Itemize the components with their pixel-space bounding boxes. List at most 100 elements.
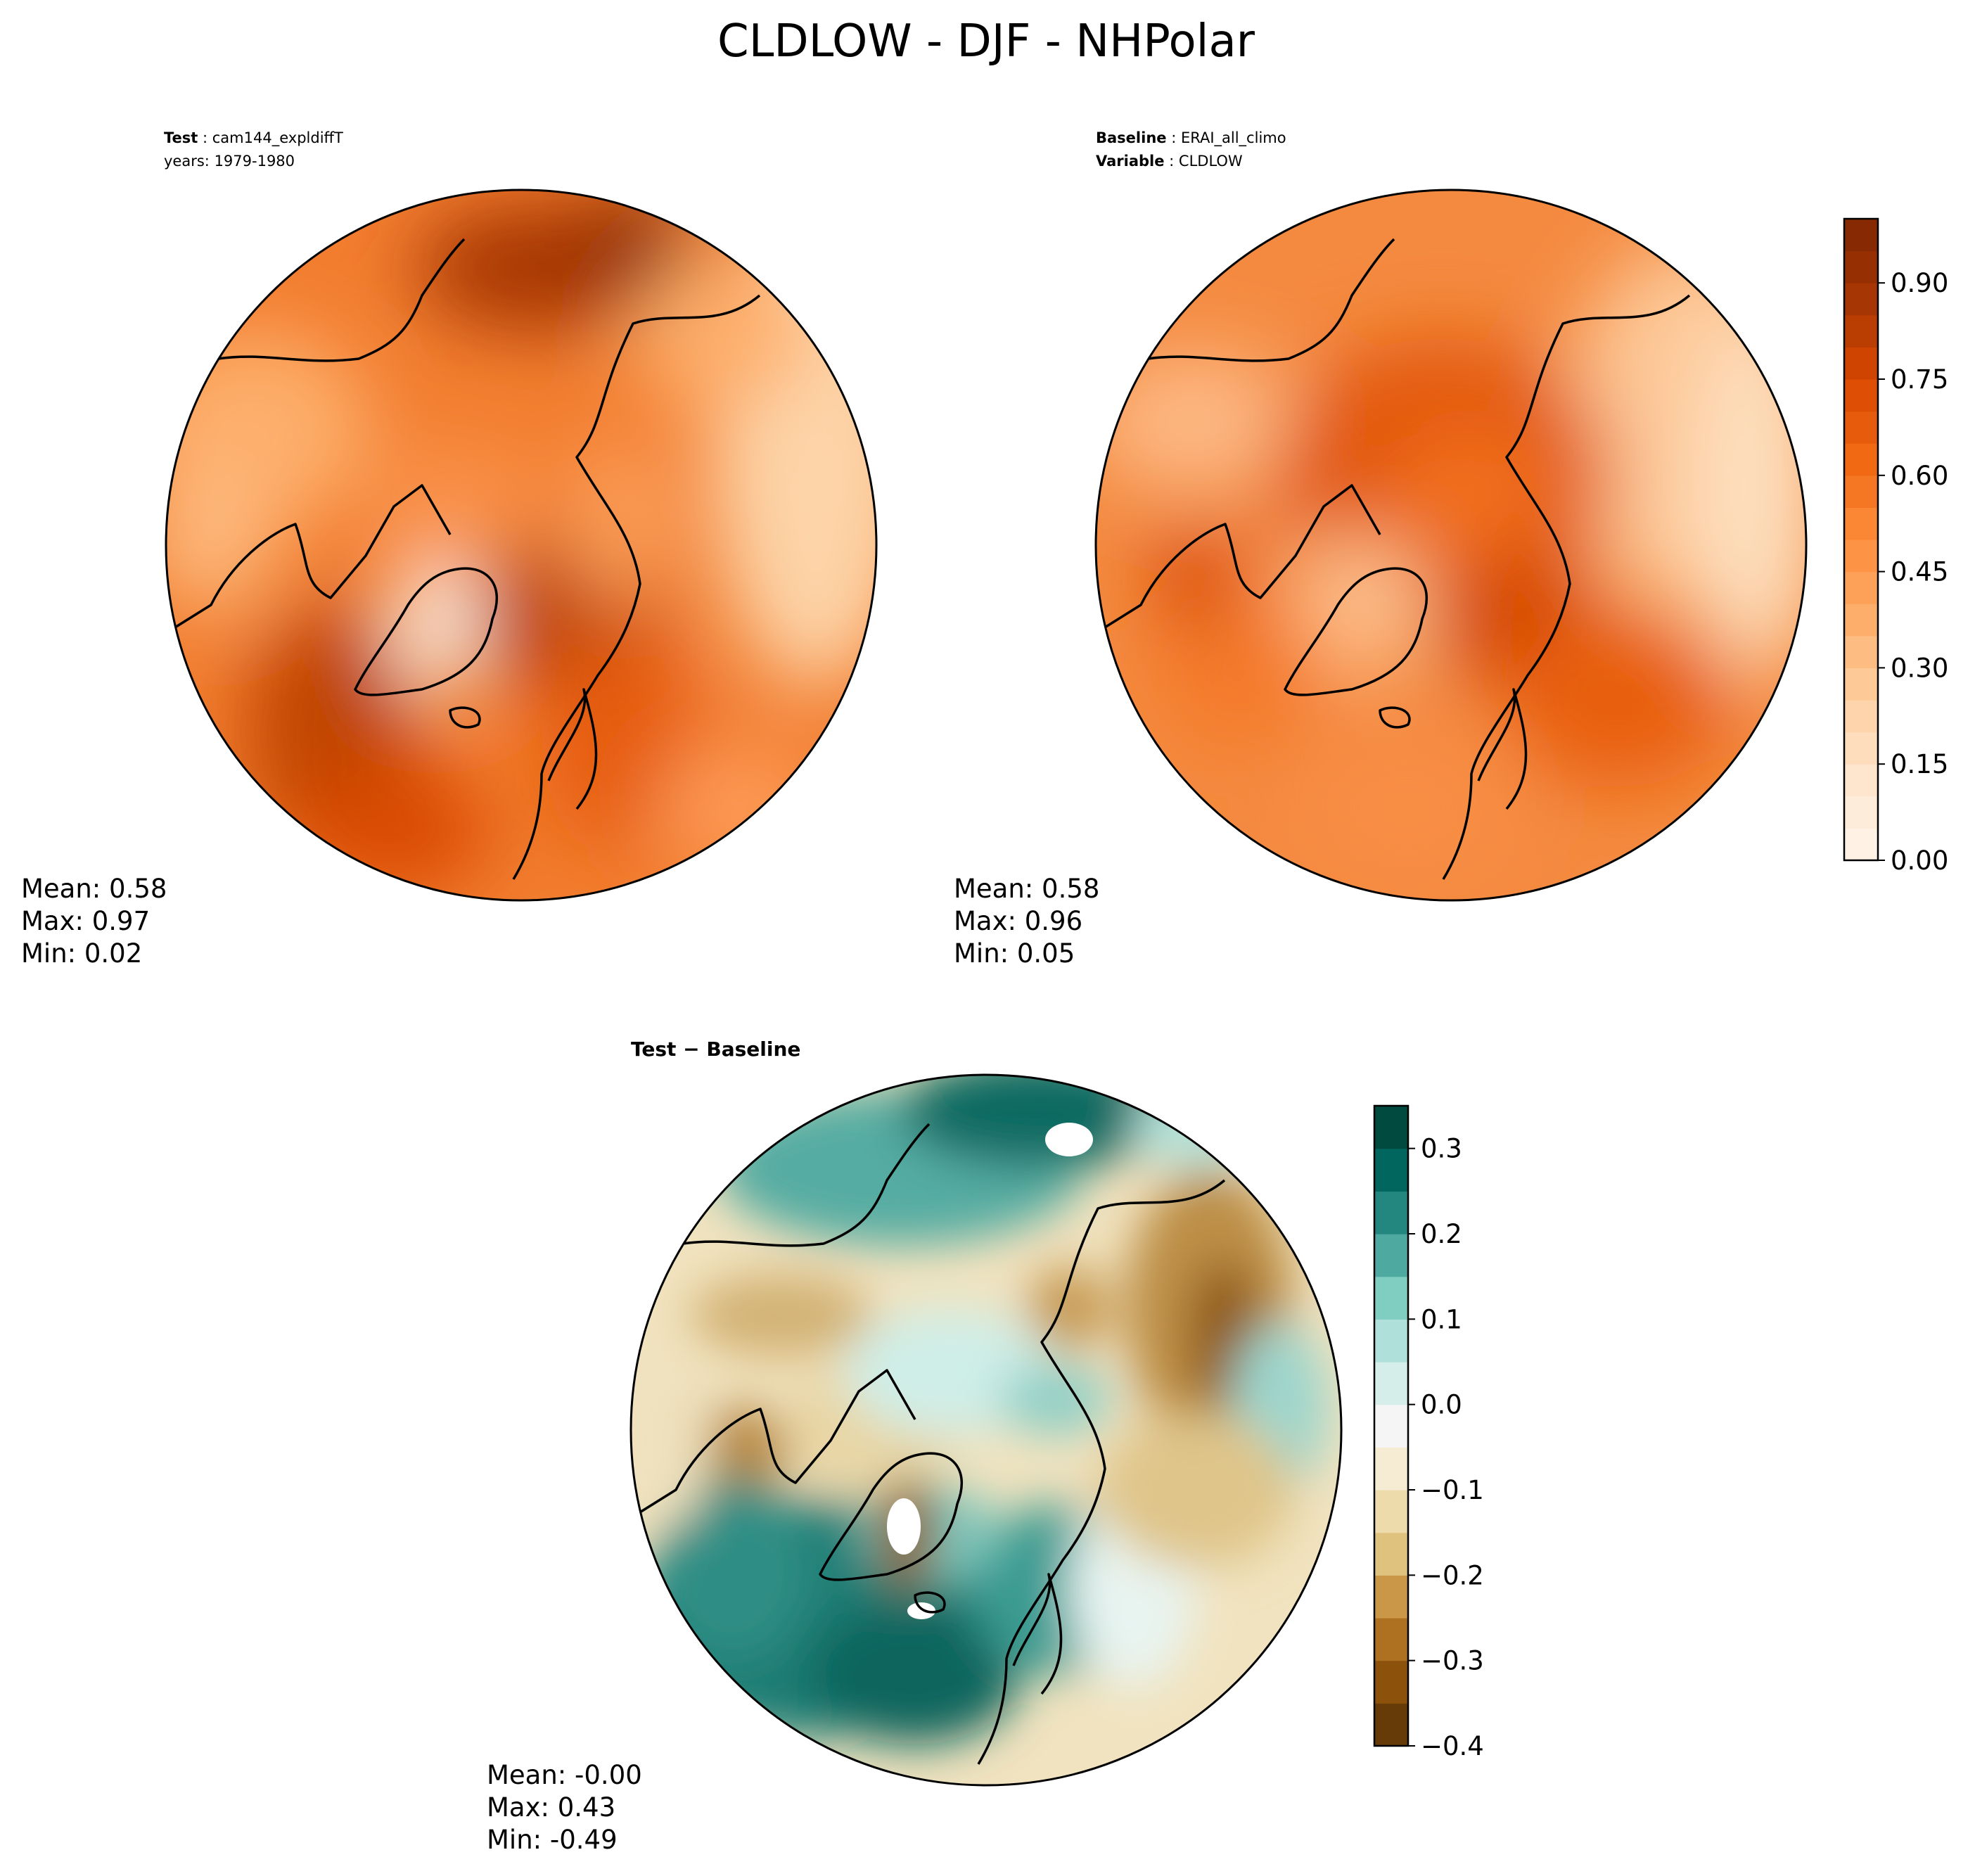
test-case-name: cam144_expldiffT [212,129,343,147]
difference-map-white-patch-iceland [907,1602,935,1619]
difference-colorbar-bin [1374,1106,1408,1149]
baseline-colorbar-bin [1844,507,1878,540]
baseline-stat-mean: Mean: 0.58 [954,874,1099,904]
difference-coast-greenland [819,1452,963,1581]
test-stat-max: Max: 0.97 [21,906,150,936]
difference-colorbar-tick-label: −0.2 [1421,1560,1484,1590]
panel-baseline: Baseline : ERAI_all_climo Variable : CLD… [954,129,1948,969]
test-years-value: 1979-1980 [215,153,295,170]
baseline-colorbar-bin [1844,540,1878,573]
baseline-colorbar-bin [1844,796,1878,829]
test-coast-scandinavia [547,688,598,810]
difference-colorbar-bin [1374,1490,1408,1533]
difference-coast-eurasia [977,1179,1226,1765]
difference-stat-min: Min: -0.49 [487,1825,618,1855]
difference-colorbar-bin [1374,1618,1408,1661]
baseline-coast-north-america [1096,484,1381,634]
difference-coast-scandinavia [1012,1573,1063,1695]
baseline-coast-greenland [1284,567,1428,696]
baseline-colorbar-tick-label: 0.15 [1891,749,1948,779]
baseline-colorbar-bin [1844,475,1878,508]
baseline-colorbar-bin [1844,314,1878,347]
difference-colorbar-tick-label: −0.1 [1421,1475,1484,1505]
difference-colorbar-bin [1374,1447,1408,1491]
difference-colorbar-bins [1374,1106,1408,1747]
baseline-coastlines [1096,238,1691,880]
test-map-field [166,190,876,893]
difference-map-white-patch-greenland [887,1498,921,1555]
difference-title: Test − Baseline [631,1038,800,1061]
test-map-boundary [165,189,878,902]
baseline-case-name: ERAI_all_climo [1181,129,1286,147]
baseline-coast-eurasia [1442,294,1691,880]
difference-colorbar-bin [1374,1319,1408,1363]
test-map [166,190,876,900]
baseline-colorbar-bin [1844,379,1878,412]
test-header-line-2: years: 1979-1980 [164,153,295,170]
test-coastlines [166,238,761,880]
test-header-label: Test [164,129,198,146]
baseline-colorbar-bin [1844,250,1878,283]
difference-map [631,1075,1341,1785]
baseline-colorbar-bins [1844,219,1878,861]
baseline-stat-min: Min: 0.05 [954,938,1075,969]
panel-test: Test : cam144_expldiffT years: 1979-1980 [21,129,878,969]
baseline-stat-max: Max: 0.96 [954,906,1082,936]
baseline-header-line-1: Baseline : ERAI_all_climo [1096,129,1286,147]
baseline-colorbar-bin [1844,764,1878,797]
difference-colorbar-bin [1374,1362,1408,1405]
difference-map-boundary [629,1073,1343,1787]
baseline-colorbar-tick-label: 0.75 [1891,364,1948,395]
difference-colorbar-bin [1374,1234,1408,1277]
baseline-colorbar-bin [1844,219,1878,252]
baseline-colorbar-bin [1844,347,1878,380]
baseline-colorbar-bin [1844,668,1878,701]
baseline-colorbar-tick-label: 0.45 [1891,557,1948,587]
baseline-colorbar-tick-label: 0.90 [1891,268,1948,298]
baseline-coast-north-pacific [1147,238,1395,362]
test-stat-min: Min: 0.02 [21,938,142,969]
difference-stat-max: Max: 0.43 [487,1792,615,1823]
difference-colorbar-tick-label: 0.2 [1421,1219,1462,1249]
baseline-colorbar-tick-label: 0.60 [1891,461,1948,491]
difference-colorbar-tick-label: −0.4 [1421,1731,1484,1761]
difference-colorbar-bin [1374,1276,1408,1320]
difference-colorbar-bin [1374,1191,1408,1234]
difference-colorbar-bin [1374,1404,1408,1448]
difference-stat-mean: Mean: -0.00 [487,1760,642,1790]
test-coast-eurasia [512,294,761,880]
baseline-colorbar-bin [1844,411,1878,444]
difference-colorbar-bin [1374,1532,1408,1576]
test-coast-north-pacific [217,238,466,362]
difference-colorbar-bin [1374,1575,1408,1619]
baseline-map [1096,190,1806,900]
baseline-colorbar-bin [1844,443,1878,476]
baseline-colorbar-bin [1844,828,1878,861]
baseline-colorbar-ticks: 0.00 0.15 0.30 0.45 0.60 0.75 0.90 [1878,268,1948,876]
difference-colorbar-bin [1374,1660,1408,1704]
test-stat-mean: Mean: 0.58 [21,874,167,904]
panel-difference: Test − Baseline [487,1038,1484,1855]
test-years-label: years [164,153,205,170]
baseline-colorbar-bin [1844,732,1878,765]
difference-colorbar-tick-label: 0.1 [1421,1304,1462,1334]
baseline-colorbar-tick-label: 0.30 [1891,653,1948,683]
difference-colorbar-bin [1374,1703,1408,1747]
test-coast-iceland [449,706,481,729]
baseline-colorbar-bin [1844,571,1878,604]
baseline-colorbar: 0.00 0.15 0.30 0.45 0.60 0.75 0.90 [1843,217,1948,876]
baseline-header-label: Baseline [1096,129,1167,146]
baseline-colorbar-bin [1844,283,1878,316]
test-header-line-1: Test : cam144_expldiffT [164,129,343,147]
baseline-colorbar-bin [1844,604,1878,637]
difference-coastlines [631,1123,1226,1765]
difference-map-white-patch-north [1045,1123,1093,1156]
baseline-variable-value: CLDLOW [1179,153,1243,170]
baseline-colorbar-bin [1844,700,1878,733]
test-coast-north-america [166,484,452,634]
figure-title: CLDLOW - DJF - NHPolar [717,15,1255,68]
difference-colorbar-tick-label: −0.3 [1421,1646,1484,1676]
difference-colorbar-bin [1374,1148,1408,1192]
baseline-colorbar-frame [1843,217,1879,862]
